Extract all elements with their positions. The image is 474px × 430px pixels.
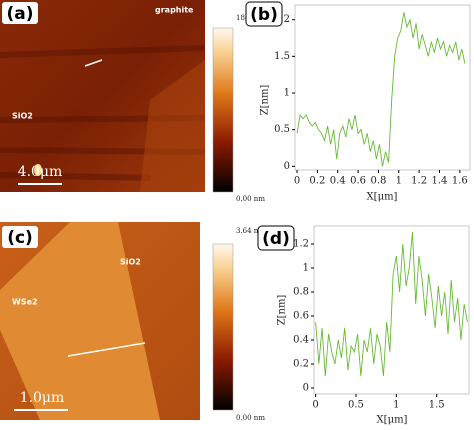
panel-label: (c) <box>7 228 33 248</box>
y-tick-label: 2 <box>284 14 290 25</box>
y-tick-label: 1.5 <box>274 51 290 62</box>
annotation: SiO2 <box>12 112 33 121</box>
y-tick-label: 0.4 <box>293 335 309 346</box>
x-tick-label: 0 <box>312 400 318 411</box>
data-line <box>315 231 468 377</box>
plot-frame <box>294 4 471 171</box>
y-tick-label: 0 <box>284 161 290 172</box>
label-box <box>257 225 295 251</box>
annotation: SiO2 <box>120 258 141 267</box>
panel-label: (a) <box>6 4 33 24</box>
y-tick-label: 0 <box>303 383 309 394</box>
x-tick-label: 0.5 <box>348 400 364 411</box>
y-tick-label: 1 <box>284 88 290 99</box>
graphite-flake <box>140 60 205 192</box>
scale-bar-label: 4.0μm <box>18 164 63 180</box>
colorbar <box>212 243 234 411</box>
x-tick-label: 1 <box>396 176 402 187</box>
x-tick-label: 1.4 <box>432 176 448 187</box>
profile-line <box>67 342 146 357</box>
label-box <box>2 226 38 248</box>
y-tick-label: 0.8 <box>293 287 309 298</box>
plot-frame <box>313 225 470 395</box>
colorbar-label: 3.64 nm <box>236 227 265 235</box>
x-tick-label: 0 <box>294 176 300 187</box>
label-box <box>2 2 38 24</box>
panel-label: (b) <box>250 5 278 25</box>
x-axis-label: X[μm] <box>377 415 408 426</box>
y-tick-label: 0.5 <box>274 124 290 135</box>
scale-bar-label: 1.0μm <box>20 390 65 406</box>
colorbar-label: 0.00 nm <box>236 195 265 203</box>
x-tick-label: 1.5 <box>429 400 445 411</box>
afm-panel: (c) SiO2 WSe2 1.0μm 3.64 nm 0.00 nm <box>0 222 265 422</box>
y-axis-label: Z[nm] <box>260 85 271 116</box>
afm-panel: (a) graphite SiO2 4.0μm 180.33 nm 0.00 n… <box>0 0 274 203</box>
x-tick-label: 0.2 <box>309 176 325 187</box>
x-axis-label: X[μm] <box>367 192 398 203</box>
x-tick-label: 1 <box>393 400 399 411</box>
y-axis-label: Z[nm] <box>277 295 288 326</box>
colorbar-label: 0.00 nm <box>236 414 265 422</box>
label-box <box>245 1 283 27</box>
x-tick-label: 1.6 <box>452 176 468 187</box>
x-tick-label: 0.6 <box>350 176 366 187</box>
panel-label: (d) <box>262 229 290 249</box>
y-tick-label: 1.2 <box>293 239 309 250</box>
particle <box>34 164 42 176</box>
annotation: graphite <box>155 6 194 15</box>
data-line <box>296 12 466 167</box>
y-tick-label: 0.2 <box>293 359 309 370</box>
annotation: WSe2 <box>12 298 38 307</box>
wse2-flake <box>0 222 160 420</box>
y-tick-label: 1 <box>303 263 309 274</box>
texture <box>0 45 206 181</box>
x-tick-label: 0.8 <box>370 176 386 187</box>
x-tick-label: 1.2 <box>411 176 427 187</box>
colorbar <box>212 27 234 193</box>
y-tick-label: 0.6 <box>293 311 309 322</box>
profile-line <box>84 59 103 67</box>
x-tick-label: 0.4 <box>330 176 346 187</box>
